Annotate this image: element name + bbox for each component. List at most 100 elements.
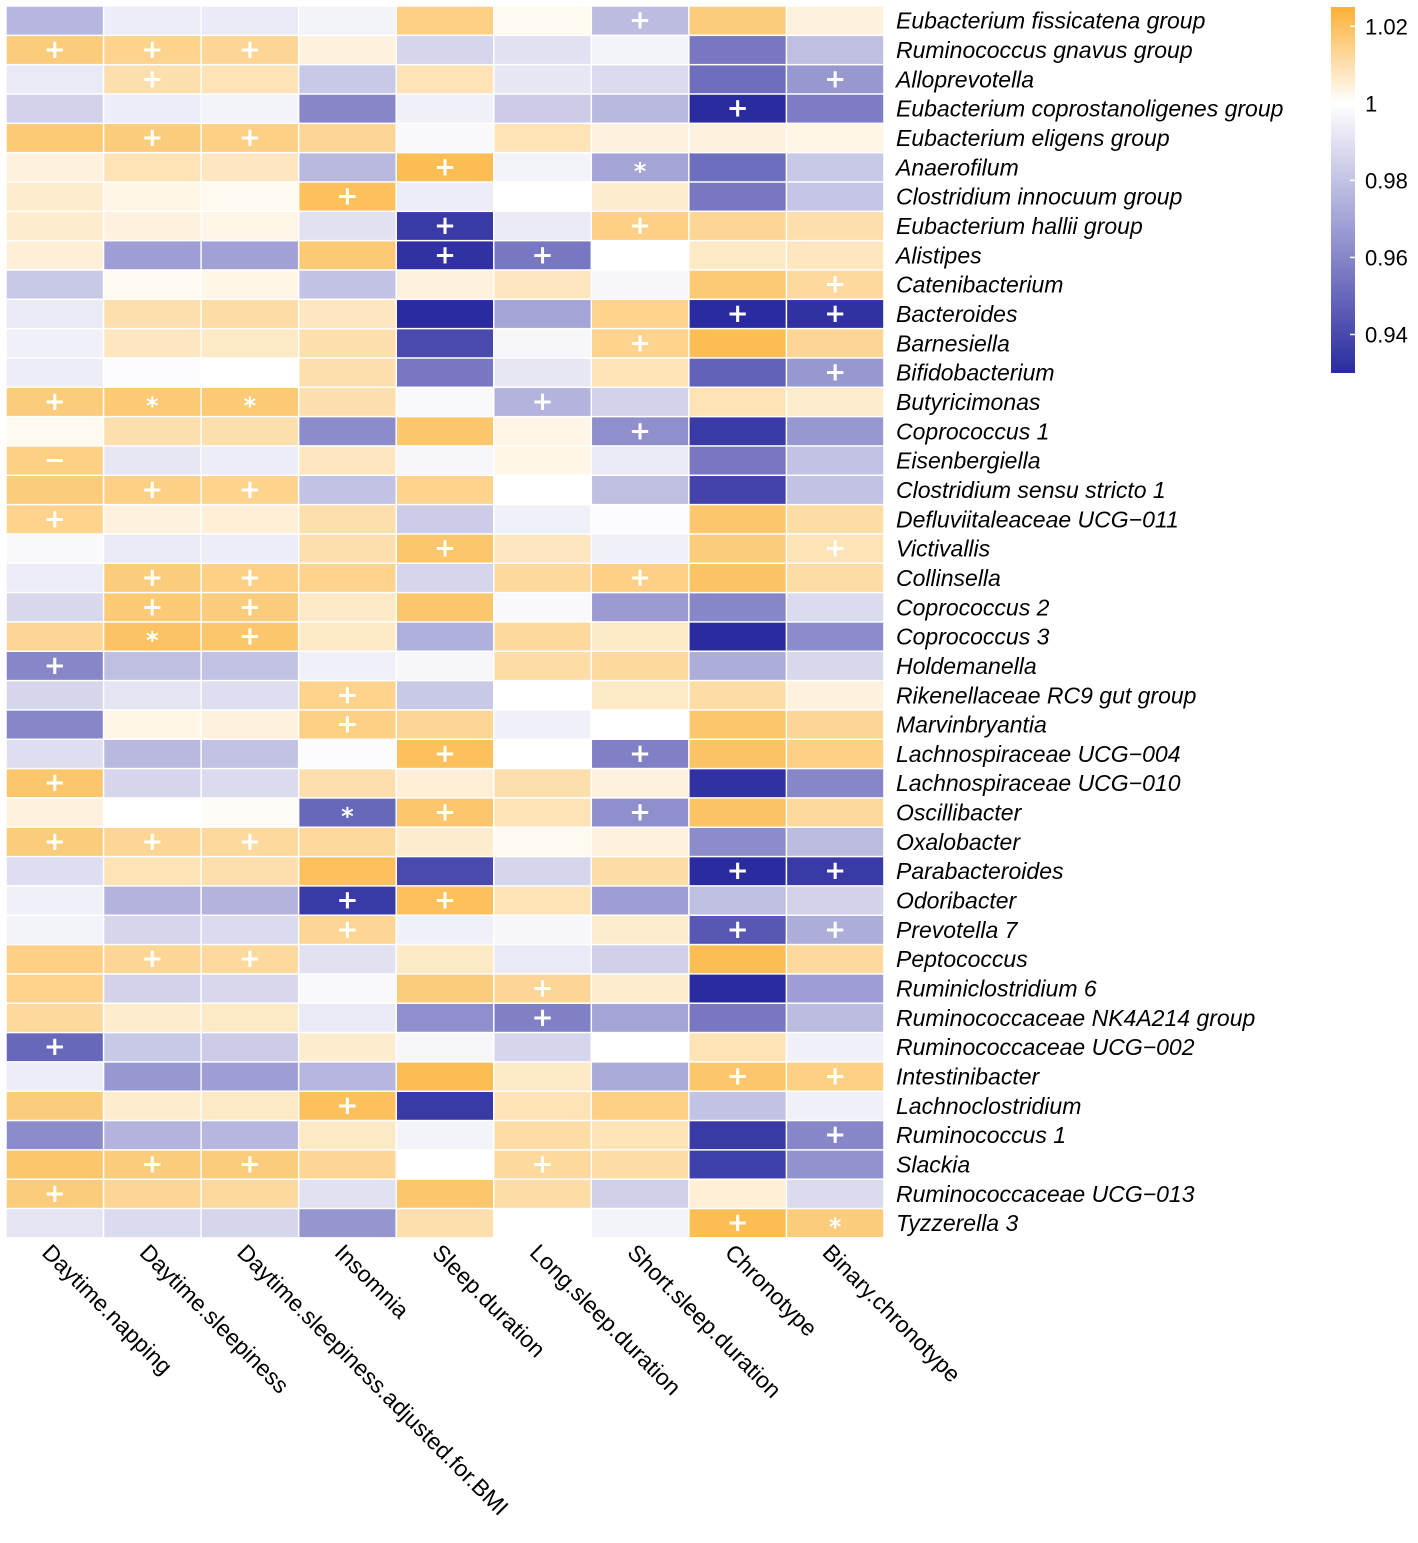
heatmap-cell (787, 1179, 884, 1208)
significance-mark: + (239, 475, 261, 505)
heatmap-cell (201, 740, 298, 768)
heatmap-cell (787, 153, 884, 182)
heatmap-cell (689, 915, 786, 944)
heatmap-cell (104, 564, 201, 592)
heatmap-cell (299, 915, 396, 944)
heatmap-cell (592, 1003, 689, 1032)
heatmap-cell (6, 593, 103, 622)
row-label: Bacteroides (896, 301, 1018, 327)
heatmap-cell (396, 505, 493, 534)
heatmap-cell (201, 769, 298, 798)
heatmap-cell (201, 652, 298, 680)
heatmap-cell (396, 798, 493, 827)
heatmap-cell (396, 124, 493, 152)
heatmap-cell (787, 417, 884, 446)
row-label: Anaerofilum (894, 154, 1019, 180)
heatmap-cell (787, 827, 884, 856)
heatmap-cell (787, 446, 884, 475)
heatmap-cell (299, 769, 396, 798)
heatmap-cell (689, 6, 786, 35)
heatmap-cell (396, 652, 493, 680)
heatmap-cell (592, 476, 689, 504)
significance-mark: + (434, 152, 456, 182)
row-label: Lachnospiraceae UCG−010 (896, 770, 1181, 796)
heatmap-cell (396, 827, 493, 856)
significance-mark: * (634, 157, 647, 185)
heatmap-cell (494, 1033, 591, 1062)
column-label: Chronotype (720, 1239, 822, 1341)
heatmap-cell (787, 945, 884, 974)
legend-color-bar (1331, 7, 1355, 373)
row-label: Oxalobacter (896, 829, 1021, 855)
heatmap-cell (787, 300, 884, 328)
heatmap-cell (689, 65, 786, 94)
heatmap-cell (201, 681, 298, 710)
heatmap-cell (201, 182, 298, 211)
row-label: Clostridium sensu stricto 1 (896, 477, 1166, 503)
heatmap-cell (396, 534, 493, 563)
heatmap-cell (6, 329, 103, 358)
heatmap-cell (104, 681, 201, 710)
heatmap-cell (299, 886, 396, 915)
significance-mark: + (824, 64, 846, 94)
heatmap-cell (689, 1121, 786, 1150)
significance-mark: + (824, 270, 846, 300)
significance-mark: + (629, 211, 651, 241)
significance-mark: − (44, 446, 66, 476)
significance-mark: + (141, 827, 163, 857)
heatmap-cell (787, 769, 884, 798)
heatmap-cell (689, 534, 786, 563)
heatmap-cell (201, 94, 298, 123)
significance-mark: + (727, 1208, 749, 1238)
heatmap-cell (494, 710, 591, 739)
heatmap-cell (592, 6, 689, 35)
heatmap-cell (6, 300, 103, 328)
row-label: Oscillibacter (896, 800, 1023, 826)
significance-mark: + (824, 915, 846, 945)
significance-mark: + (239, 622, 261, 652)
heatmap-cell (6, 1179, 103, 1208)
heatmap-cell (299, 1121, 396, 1150)
significance-mark: + (337, 182, 359, 212)
heatmap-cell (592, 886, 689, 915)
heatmap-cell (689, 1150, 786, 1179)
heatmap-cell (787, 212, 884, 240)
row-label: Intestinibacter (896, 1064, 1041, 1090)
row-label: Victivallis (896, 536, 991, 562)
significance-mark: + (141, 123, 163, 153)
heatmap-cell (299, 945, 396, 974)
heatmap-cell (494, 270, 591, 299)
heatmap-cell (494, 681, 591, 710)
heatmap-cell (689, 1033, 786, 1062)
heatmap-cell (592, 329, 689, 358)
heatmap-cell (494, 974, 591, 1003)
heatmap-cell (592, 564, 689, 592)
heatmap-cell (6, 857, 103, 886)
heatmap-cell (201, 1179, 298, 1208)
row-label: Eubacterium eligens group (896, 125, 1170, 151)
significance-mark: * (146, 392, 159, 420)
heatmap-cell (689, 740, 786, 768)
heatmap-cell (592, 740, 689, 768)
significance-mark: * (146, 627, 159, 655)
heatmap-cell (396, 1179, 493, 1208)
heatmap-cell (592, 1091, 689, 1120)
significance-mark: + (239, 123, 261, 153)
heatmap-cell (592, 1062, 689, 1091)
heatmap-cell (787, 329, 884, 358)
heatmap-cell (299, 6, 396, 35)
heatmap-cell (299, 1003, 396, 1032)
heatmap-cell (201, 798, 298, 827)
heatmap-cell (689, 1062, 786, 1091)
column-label: Insomnia (330, 1239, 415, 1324)
heatmap-cell (787, 1150, 884, 1179)
heatmap-cell (396, 974, 493, 1003)
heatmap-cell (299, 241, 396, 270)
heatmap-cell (494, 241, 591, 270)
significance-mark: + (727, 915, 749, 945)
heatmap-cell (787, 505, 884, 534)
heatmap-cell (104, 798, 201, 827)
row-label: Ruminococcus 1 (896, 1122, 1066, 1148)
row-label: Collinsella (896, 565, 1001, 591)
significance-mark: + (239, 35, 261, 65)
